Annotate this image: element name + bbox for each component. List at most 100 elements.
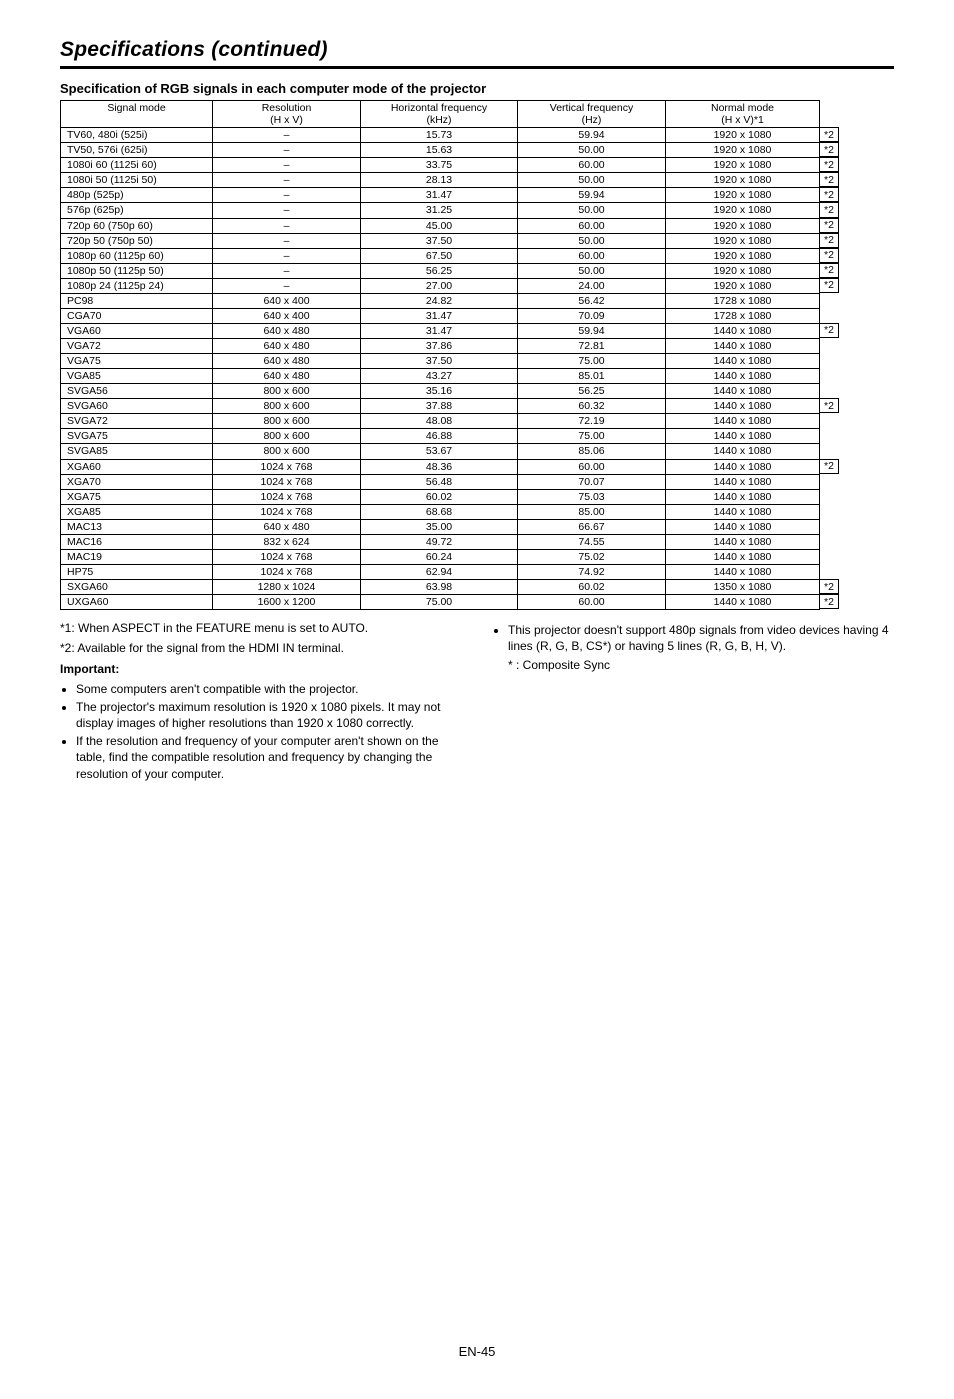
bullet-item: Some computers aren't compatible with th…	[76, 681, 462, 697]
table-row: 1080p 50 (1125p 50)–56.2550.001920 x 108…	[61, 263, 820, 278]
table-cell-hf: 31.47	[361, 188, 518, 203]
table-cell-vf: 59.94	[518, 188, 666, 203]
table-cell-hf: 15.73	[361, 128, 518, 143]
below-left: *1: When ASPECT in the FEATURE menu is s…	[60, 620, 482, 784]
table-cell-hf: 62.94	[361, 564, 518, 579]
table-cell-signal: 720p 50 (750p 50)	[61, 233, 213, 248]
table-cell-res: 800 x 600	[213, 444, 361, 459]
table-wrap: Signal mode Resolution(H x V)Horizontal …	[60, 100, 894, 610]
table-cell-signal: 480p (525p)	[61, 188, 213, 203]
table-row: 1080i 60 (1125i 60)–33.7560.001920 x 108…	[61, 158, 820, 173]
table-cell-nm: 1440 x 1080	[666, 323, 820, 338]
table-row: SVGA85800 x 60053.6785.061440 x 1080	[61, 444, 820, 459]
table-cell-res: 1280 x 1024	[213, 580, 361, 595]
below-right: This projector doesn't support 480p sign…	[482, 620, 894, 784]
table-cell-res: 640 x 400	[213, 293, 361, 308]
table-cell-hf: 37.88	[361, 399, 518, 414]
table-cell-vf: 50.00	[518, 233, 666, 248]
table-cell-vf: 70.09	[518, 308, 666, 323]
table-row: UXGA601600 x 120075.0060.001440 x 1080	[61, 595, 820, 610]
table-cell-hf: 60.24	[361, 549, 518, 564]
table-cell-signal: 1080p 50 (1125p 50)	[61, 263, 213, 278]
table-cell-nm: 1440 x 1080	[666, 339, 820, 354]
table-cell-signal: SVGA56	[61, 384, 213, 399]
table-cell-signal: SVGA60	[61, 399, 213, 414]
table-row: 1080i 50 (1125i 50)–28.1350.001920 x 108…	[61, 173, 820, 188]
table-cell-res: 800 x 600	[213, 429, 361, 444]
table-cell-signal: 1080i 60 (1125i 60)	[61, 158, 213, 173]
table-cell-vf: 24.00	[518, 278, 666, 293]
table-row: VGA72640 x 48037.8672.811440 x 1080	[61, 339, 820, 354]
table-cell-hf: 53.67	[361, 444, 518, 459]
table-cell-signal: XGA60	[61, 459, 213, 474]
table-cell-res: 640 x 480	[213, 354, 361, 369]
table-cell-signal: SXGA60	[61, 580, 213, 595]
table-cell-res: –	[213, 218, 361, 233]
footnote-2: *2: Available for the signal from the HD…	[60, 640, 462, 656]
table-cell-vf: 72.19	[518, 414, 666, 429]
table-row: MAC16832 x 62449.7274.551440 x 1080	[61, 534, 820, 549]
table-cell-hf: 48.08	[361, 414, 518, 429]
table-cell-signal: HP75	[61, 564, 213, 579]
table-cell-vf: 50.00	[518, 143, 666, 158]
table-cell-nm: 1440 x 1080	[666, 354, 820, 369]
table-cell-nm: 1440 x 1080	[666, 474, 820, 489]
table-cell-nm: 1728 x 1080	[666, 293, 820, 308]
section-heading: Specification of RGB signals in each com…	[60, 81, 894, 96]
table-cell-hf: 49.72	[361, 534, 518, 549]
table-row: SXGA601280 x 102463.9860.021350 x 1080	[61, 580, 820, 595]
table-cell-vf: 85.00	[518, 504, 666, 519]
table-cell-vf: 50.00	[518, 263, 666, 278]
table-cell-signal: TV50, 576i (625i)	[61, 143, 213, 158]
table-cell-nm: 1440 x 1080	[666, 399, 820, 414]
table-cell-vf: 60.02	[518, 580, 666, 595]
table-row: PC98640 x 40024.8256.421728 x 1080	[61, 293, 820, 308]
table-cell-vf: 60.00	[518, 248, 666, 263]
table-row: TV60, 480i (525i)–15.7359.941920 x 1080	[61, 128, 820, 143]
table-row: VGA85640 x 48043.2785.011440 x 1080	[61, 369, 820, 384]
table-cell-nm: 1920 x 1080	[666, 218, 820, 233]
table-cell-hf: 45.00	[361, 218, 518, 233]
table-cell-nm: 1920 x 1080	[666, 158, 820, 173]
table-row: VGA60640 x 48031.4759.941440 x 1080	[61, 323, 820, 338]
table-cell-vf: 85.01	[518, 369, 666, 384]
table-row: 720p 50 (750p 50)–37.5050.001920 x 1080	[61, 233, 820, 248]
table-cell-res: –	[213, 278, 361, 293]
table-cell-signal: MAC16	[61, 534, 213, 549]
table-cell-hf: 63.98	[361, 580, 518, 595]
table-row: SVGA56800 x 60035.1656.251440 x 1080	[61, 384, 820, 399]
composite-sync: * : Composite Sync	[492, 657, 894, 673]
table-cell-hf: 46.88	[361, 429, 518, 444]
table-row: HP751024 x 76862.9474.921440 x 1080	[61, 564, 820, 579]
note-cell: *2	[820, 459, 839, 474]
page-number: EN-45	[60, 1344, 894, 1359]
table-header-row: Signal mode Resolution(H x V)Horizontal …	[61, 101, 820, 128]
bullet-item: If the resolution and frequency of your …	[76, 733, 462, 782]
table-row: 1080p 24 (1125p 24)–27.0024.001920 x 108…	[61, 278, 820, 293]
note-cell: *2	[820, 127, 839, 142]
table-cell-nm: 1440 x 1080	[666, 369, 820, 384]
note-cell: *2	[820, 248, 839, 263]
table-cell-res: –	[213, 158, 361, 173]
table-cell-res: 640 x 480	[213, 519, 361, 534]
table-row: CGA70640 x 40031.4770.091728 x 1080	[61, 308, 820, 323]
table-cell-signal: UXGA60	[61, 595, 213, 610]
table-cell-hf: 68.68	[361, 504, 518, 519]
table-cell-vf: 75.00	[518, 354, 666, 369]
note-cell: *2	[820, 233, 839, 248]
table-cell-hf: 43.27	[361, 369, 518, 384]
table-cell-nm: 1920 x 1080	[666, 263, 820, 278]
table-cell-signal: SVGA75	[61, 429, 213, 444]
table-cell-res: 800 x 600	[213, 414, 361, 429]
table-cell-signal: 1080p 24 (1125p 24)	[61, 278, 213, 293]
below-text: *1: When ASPECT in the FEATURE menu is s…	[60, 620, 894, 784]
table-row: SVGA60800 x 60037.8860.321440 x 1080	[61, 399, 820, 414]
bullets-left: Some computers aren't compatible with th…	[60, 681, 462, 782]
title-rule	[60, 66, 894, 69]
table-cell-vf: 70.07	[518, 474, 666, 489]
table-cell-hf: 37.86	[361, 339, 518, 354]
table-cell-res: –	[213, 143, 361, 158]
note-cell: *2	[820, 323, 839, 338]
table-cell-hf: 56.25	[361, 263, 518, 278]
table-cell-vf: 66.67	[518, 519, 666, 534]
